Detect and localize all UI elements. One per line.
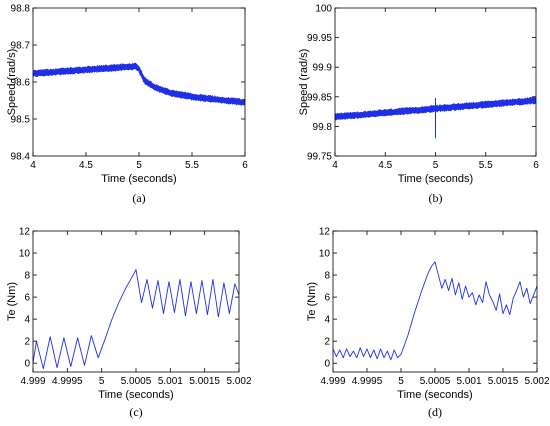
y-tick-label: 12 (319, 227, 331, 238)
x-axis-label: Time (seconds) (397, 389, 472, 401)
x-tick-label: 5 (433, 160, 439, 171)
series-line-d (333, 261, 537, 361)
y-tick-label: 10 (319, 249, 331, 260)
chart-a: 4 4.5 5 5.5 6 98.4 98.5 98.6 98.7 98.8 Time (secon… (6, 4, 248, 206)
subfigure-caption-c: (c) (129, 405, 142, 419)
chart-b: 4 4.5 5 5.5 6 99.75 99.8 99.85 99.9 99.95 100 Time … (298, 4, 539, 206)
subfigure-caption-d: (d) (428, 405, 442, 419)
x-tick-label: 4.9995 (352, 376, 383, 387)
y-axis-label: Speed (rad/s) (298, 49, 310, 116)
x-tick-label: 5.5 (479, 160, 493, 171)
y-tick-label: 99.85 (307, 92, 332, 103)
subfigure-caption-a: (a) (132, 191, 145, 205)
x-tick-label: 6 (242, 160, 248, 171)
x-tick-label: 5 (136, 160, 142, 171)
x-axis-label: Time (seconds) (98, 389, 173, 401)
y-tick-label: 98.7 (11, 41, 31, 52)
plot-frame-d (332, 230, 538, 373)
x-tick-label: 4.9995 (52, 376, 83, 387)
y-tick-label: 8 (24, 271, 30, 282)
x-tick-label: 5.0005 (420, 376, 451, 387)
y-axis-label: Te (Nm) (6, 282, 18, 321)
x-tick-label: 4.5 (378, 160, 392, 171)
x-tick-label: 5.002 (524, 376, 549, 387)
x-axis-label: Time (seconds) (398, 173, 473, 185)
y-tick-label: 98.5 (11, 115, 31, 126)
y-tick-label: 98.8 (11, 4, 31, 15)
x-tick-label: 4.5 (79, 160, 93, 171)
x-tick-label: 5.002 (226, 376, 251, 387)
y-tick-label: 99.9 (313, 63, 333, 74)
x-tick-label: 4 (332, 160, 338, 171)
x-tick-label: 5.001 (158, 376, 183, 387)
subfigure-caption-b: (b) (429, 191, 443, 205)
y-tick-label: 0 (24, 359, 30, 370)
x-axis-label: Time (seconds) (101, 173, 176, 185)
y-axis-label: Te (Nm) (306, 282, 318, 321)
y-tick-label: 99.75 (307, 152, 332, 163)
plot-frame-c (32, 230, 240, 373)
y-tick-label: 10 (19, 249, 31, 260)
y-tick-label: 0 (324, 359, 330, 370)
x-tick-label: 4.999 (20, 376, 45, 387)
plot-frame-a (32, 7, 246, 157)
y-axis-label: Speed (rad/s) (6, 49, 18, 116)
y-tick-label: 99.95 (307, 33, 332, 44)
y-tick-label: 99.8 (313, 122, 333, 133)
y-tick-label: 4 (324, 315, 330, 326)
x-tick-label: 5.0015 (488, 376, 519, 387)
y-tick-label: 6 (24, 293, 30, 304)
x-tick-label: 5.5 (185, 160, 199, 171)
y-tick-label: 4 (24, 315, 30, 326)
y-tick-label: 98.6 (11, 78, 31, 89)
x-tick-label: 5.0015 (189, 376, 220, 387)
y-tick-label: 12 (19, 227, 31, 238)
x-tick-label: 5 (99, 376, 105, 387)
x-tick-label: 5.001 (456, 376, 481, 387)
y-tick-label: 100 (315, 4, 332, 15)
series-line-c (33, 269, 239, 370)
y-tick-label: 98.4 (11, 152, 31, 163)
series-line-a (33, 62, 245, 106)
x-tick-label: 6 (533, 160, 539, 171)
y-tick-label: 6 (324, 293, 330, 304)
x-tick-label: 4 (30, 160, 36, 171)
y-tick-label: 8 (324, 271, 330, 282)
y-tick-label: 2 (24, 337, 30, 348)
chart-c: 4.999 4.9995 5 5.0005 5.001 5.0015 5.002 0 2 4 6 8 1… (6, 227, 252, 420)
y-tick-label: 2 (324, 337, 330, 348)
x-tick-label: 4.999 (320, 376, 345, 387)
x-tick-label: 5.0005 (121, 376, 152, 387)
x-tick-label: 5 (398, 376, 404, 387)
chart-d: 4.999 4.9995 5 5.0005 5.001 5.0015 5.002 0 2 4 6 8 1… (306, 227, 550, 420)
